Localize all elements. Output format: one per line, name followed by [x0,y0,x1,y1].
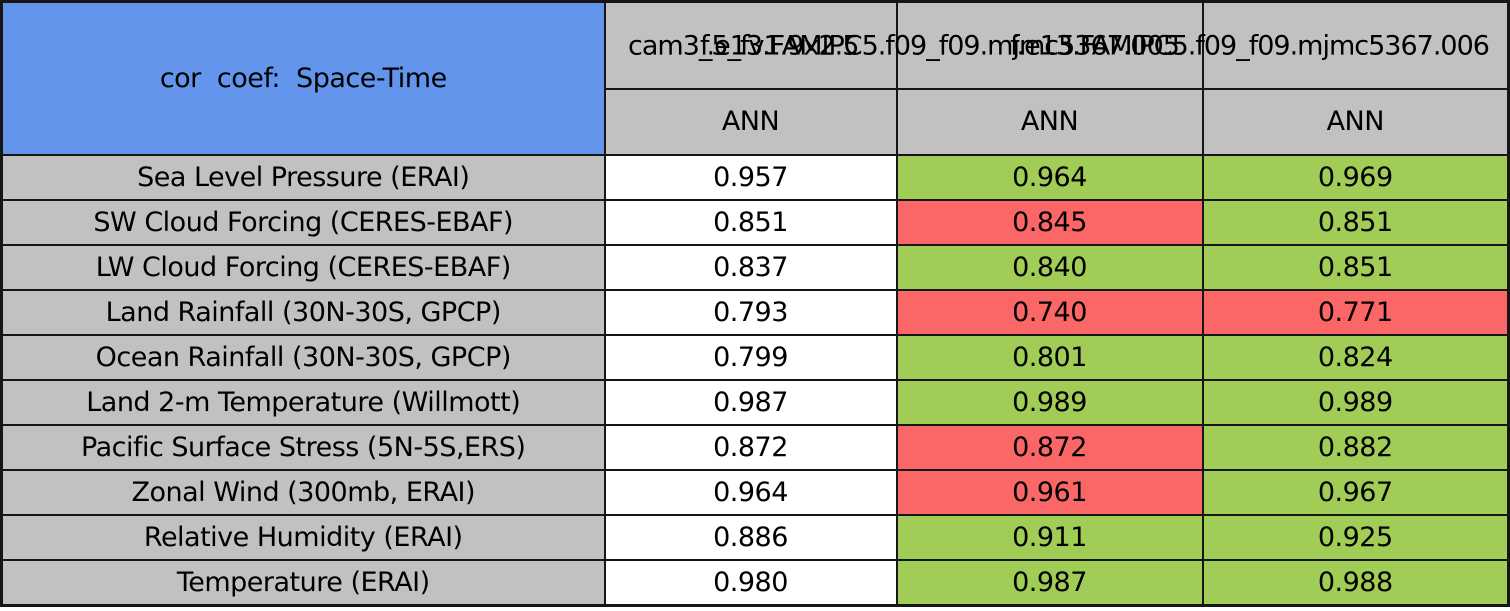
value-cell: 0.851 [1201,243,1510,291]
row-label: Ocean Rainfall (30N-30S, GPCP) [0,333,606,382]
value-cell: 0.980 [603,559,898,607]
table-row: Land Rainfall (30N-30S, GPCP) 0.793 0.74… [0,288,1510,337]
model-header-cell-1 [603,0,898,90]
season-header-row: ANN ANN ANN [2,87,1510,156]
table-row: SW Cloud Forcing (CERES-EBAF) 0.851 0.84… [0,198,1510,246]
value-cell: 0.840 [895,243,1204,291]
row-label: Land Rainfall (30N-30S, GPCP) [0,288,606,337]
value-cell: 0.882 [1201,424,1510,472]
table-row: LW Cloud Forcing (CERES-EBAF) 0.837 0.84… [0,243,1510,291]
value-cell: 0.987 [895,559,1204,607]
value-cell: 0.961 [895,469,1204,517]
value-cell: 0.771 [1201,288,1510,337]
table-row: Zonal Wind (300mb, ERAI) 0.964 0.961 0.9… [0,469,1510,517]
row-label: SW Cloud Forcing (CERES-EBAF) [0,198,606,246]
value-cell: 0.987 [603,379,898,427]
season-cell-2: ANN [895,87,1204,156]
model-name-control: cam3_5_fv1.9x2.5 [628,30,859,62]
value-cell: 0.845 [895,198,1204,246]
row-label: LW Cloud Forcing (CERES-EBAF) [0,243,606,291]
value-cell: 0.989 [895,379,1204,427]
model-name-case-2: f.e13.FAMIPC5.f09_f09.mjmc5367.006 [1010,30,1490,62]
row-label: Relative Humidity (ERAI) [0,514,606,562]
value-cell: 0.824 [1201,333,1510,382]
value-cell: 0.793 [603,288,898,337]
value-cell: 0.886 [603,514,898,562]
table-row: Temperature (ERAI) 0.980 0.987 0.988 [0,559,1510,607]
value-cell: 0.799 [603,333,898,382]
value-cell: 0.967 [1201,469,1510,517]
row-label: Sea Level Pressure (ERAI) [0,153,606,201]
row-label: Pacific Surface Stress (5N-5S,ERS) [0,424,606,472]
row-label: Zonal Wind (300mb, ERAI) [0,469,606,517]
season-cell-1: ANN [603,87,898,156]
value-cell: 0.837 [603,243,898,291]
table-row: Land 2-m Temperature (Willmott) 0.987 0.… [0,379,1510,427]
table-title-cell: cor coef: Space-Time [0,0,606,156]
value-cell: 0.851 [1201,198,1510,246]
value-cell: 0.872 [895,424,1204,472]
value-cell: 0.740 [895,288,1204,337]
value-cell: 0.872 [603,424,898,472]
row-label: Land 2-m Temperature (Willmott) [0,379,606,427]
value-cell: 0.964 [603,469,898,517]
table-row: Ocean Rainfall (30N-30S, GPCP) 0.799 0.8… [0,333,1510,382]
table-row: Sea Level Pressure (ERAI) 0.957 0.964 0.… [0,153,1510,201]
model-names-overlay: cam3_5_fv1.9x2.5 f.e13.FAMIPC5.f09_f09.m… [0,3,1510,89]
model-header-cell-2 [895,0,1204,90]
model-header-row: cor coef: Space-Time [0,0,1510,156]
value-cell: 0.964 [895,153,1204,201]
value-cell: 0.801 [895,333,1204,382]
season-cell-3: ANN [1201,87,1510,156]
value-cell: 0.851 [603,198,898,246]
model-header-cell-3 [1201,0,1510,90]
value-cell: 0.989 [1201,379,1510,427]
table-row: Relative Humidity (ERAI) 0.886 0.911 0.9… [0,514,1510,562]
value-cell: 0.957 [603,153,898,201]
row-label: Temperature (ERAI) [0,559,606,607]
value-cell: 0.911 [895,514,1204,562]
model-name-case-1: f.e13.FAMIPC5.f09_f09.mjmc5367.005 [700,30,1180,62]
table-row: Pacific Surface Stress (5N-5S,ERS) 0.872… [0,424,1510,472]
value-cell: 0.988 [1201,559,1510,607]
table-title: cor coef: Space-Time [159,62,447,94]
value-cell: 0.969 [1201,153,1510,201]
value-cell: 0.925 [1201,514,1510,562]
